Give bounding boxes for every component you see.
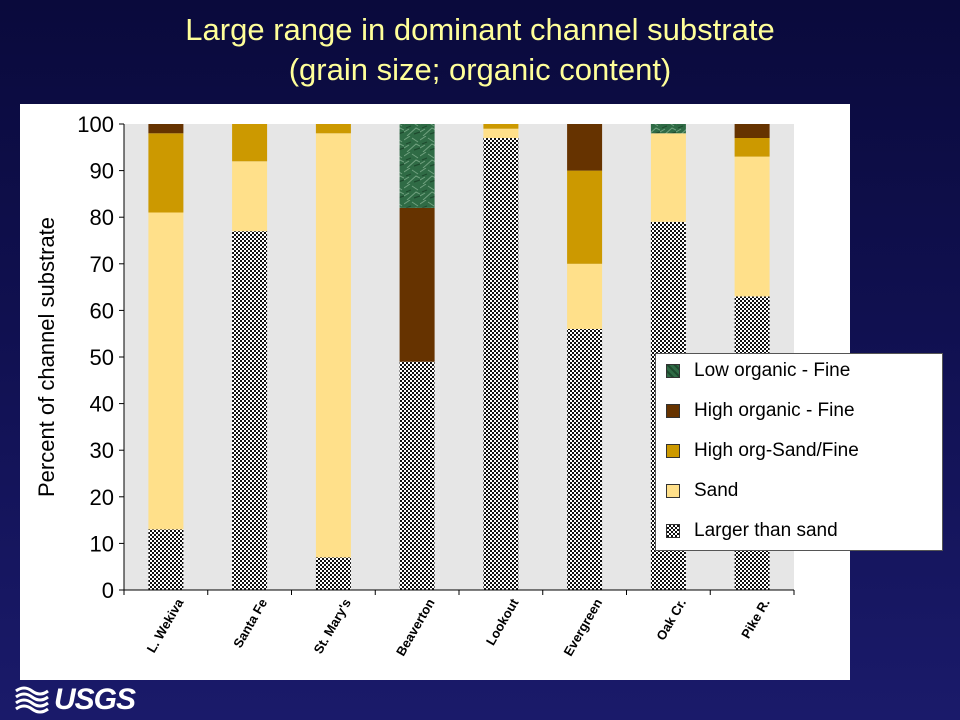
- title-line-2: (grain size; organic content): [288, 52, 672, 87]
- y-tick-label: 20: [90, 485, 114, 510]
- usgs-logo-text: USGS: [54, 683, 136, 716]
- legend-swatch: [666, 364, 680, 378]
- legend-label: High organic - Fine: [694, 400, 855, 421]
- usgs-logo: USGS: [14, 682, 136, 718]
- legend-item-sand: Sand: [666, 479, 738, 503]
- bar-segment-larger-than-sand: [483, 138, 519, 590]
- legend-label: Low organic - Fine: [694, 360, 851, 381]
- bar-segment-sand: [232, 161, 268, 232]
- bar-segment-high-organic-fine: [399, 207, 435, 362]
- legend-label: Sand: [694, 480, 739, 501]
- x-tick-label: Pike R.: [738, 596, 773, 641]
- bar-segment-low-organic-fine: [399, 124, 435, 208]
- y-axis-label: Percent of channel substrate: [34, 217, 59, 497]
- legend-item-low-organic-fine: Low organic - Fine: [666, 359, 850, 383]
- legend: Low organic - Fine High organic - Fine Hig…: [655, 353, 943, 551]
- legend-item-larger-than-sand: Larger than sand: [666, 519, 838, 543]
- legend-swatch: [666, 444, 680, 458]
- bar-segment-high-org-sand-fine: [483, 124, 519, 129]
- y-tick-label: 70: [90, 252, 114, 277]
- bar-segment-sand: [148, 212, 184, 530]
- usgs-wave-icon: [15, 686, 49, 714]
- bar-segment-larger-than-sand: [148, 529, 184, 590]
- legend-swatch: [666, 524, 680, 538]
- bar-segment-high-organic-fine: [734, 124, 770, 138]
- legend-swatch: [666, 404, 680, 418]
- legend-swatch: [666, 484, 680, 498]
- bar-segment-larger-than-sand: [567, 329, 603, 590]
- y-tick-label: 90: [90, 159, 114, 184]
- bar-segment-high-organic-fine: [567, 124, 603, 171]
- x-tick-label: Lookout: [483, 595, 522, 647]
- bar-segment-larger-than-sand: [315, 557, 351, 590]
- bar-segment-sand: [315, 133, 351, 558]
- x-tick-label: St. Mary's: [311, 596, 354, 656]
- x-tick-label: Oak Cr.: [653, 596, 689, 643]
- bar-segment-sand: [734, 156, 770, 297]
- legend-item-high-org-sand-fine: High org-Sand/Fine: [666, 439, 859, 463]
- bar-segment-high-org-sand-fine: [148, 133, 184, 213]
- y-tick-label: 80: [90, 205, 114, 230]
- bar-segment-high-org-sand-fine: [232, 124, 268, 162]
- bar-segment-sand: [567, 263, 603, 329]
- slide-title: Large range in dominant channel substrat…: [0, 10, 960, 90]
- bar-segment-high-organic-fine: [148, 124, 184, 134]
- bar-segment-larger-than-sand: [399, 361, 435, 590]
- y-tick-label: 30: [90, 438, 114, 463]
- y-tick-label: 40: [90, 392, 114, 417]
- bar-segment-sand: [483, 128, 519, 138]
- legend-item-high-organic-fine: High organic - Fine: [666, 399, 855, 423]
- x-tick-label: Santa Fe: [230, 596, 270, 650]
- bar-segment-high-org-sand-fine: [734, 138, 770, 157]
- bar-segment-sand: [650, 133, 686, 222]
- bar-segment-larger-than-sand: [232, 231, 268, 590]
- bar-segment-high-org-sand-fine: [315, 124, 351, 134]
- legend-label: Larger than sand: [694, 520, 838, 541]
- bar-segment-low-organic-fine: [650, 124, 686, 134]
- x-tick-label: Beaverton: [393, 596, 438, 659]
- x-tick-label: Evergreen: [560, 596, 605, 659]
- y-tick-label: 10: [90, 531, 114, 556]
- title-line-1: Large range in dominant channel substrat…: [185, 12, 775, 47]
- x-tick-label: L. Wekiva: [144, 595, 187, 655]
- y-tick-label: 0: [102, 578, 114, 603]
- y-tick-label: 100: [77, 112, 114, 137]
- y-tick-label: 50: [90, 345, 114, 370]
- bar-segment-high-org-sand-fine: [567, 170, 603, 264]
- y-tick-label: 60: [90, 298, 114, 323]
- legend-label: High org-Sand/Fine: [694, 440, 859, 461]
